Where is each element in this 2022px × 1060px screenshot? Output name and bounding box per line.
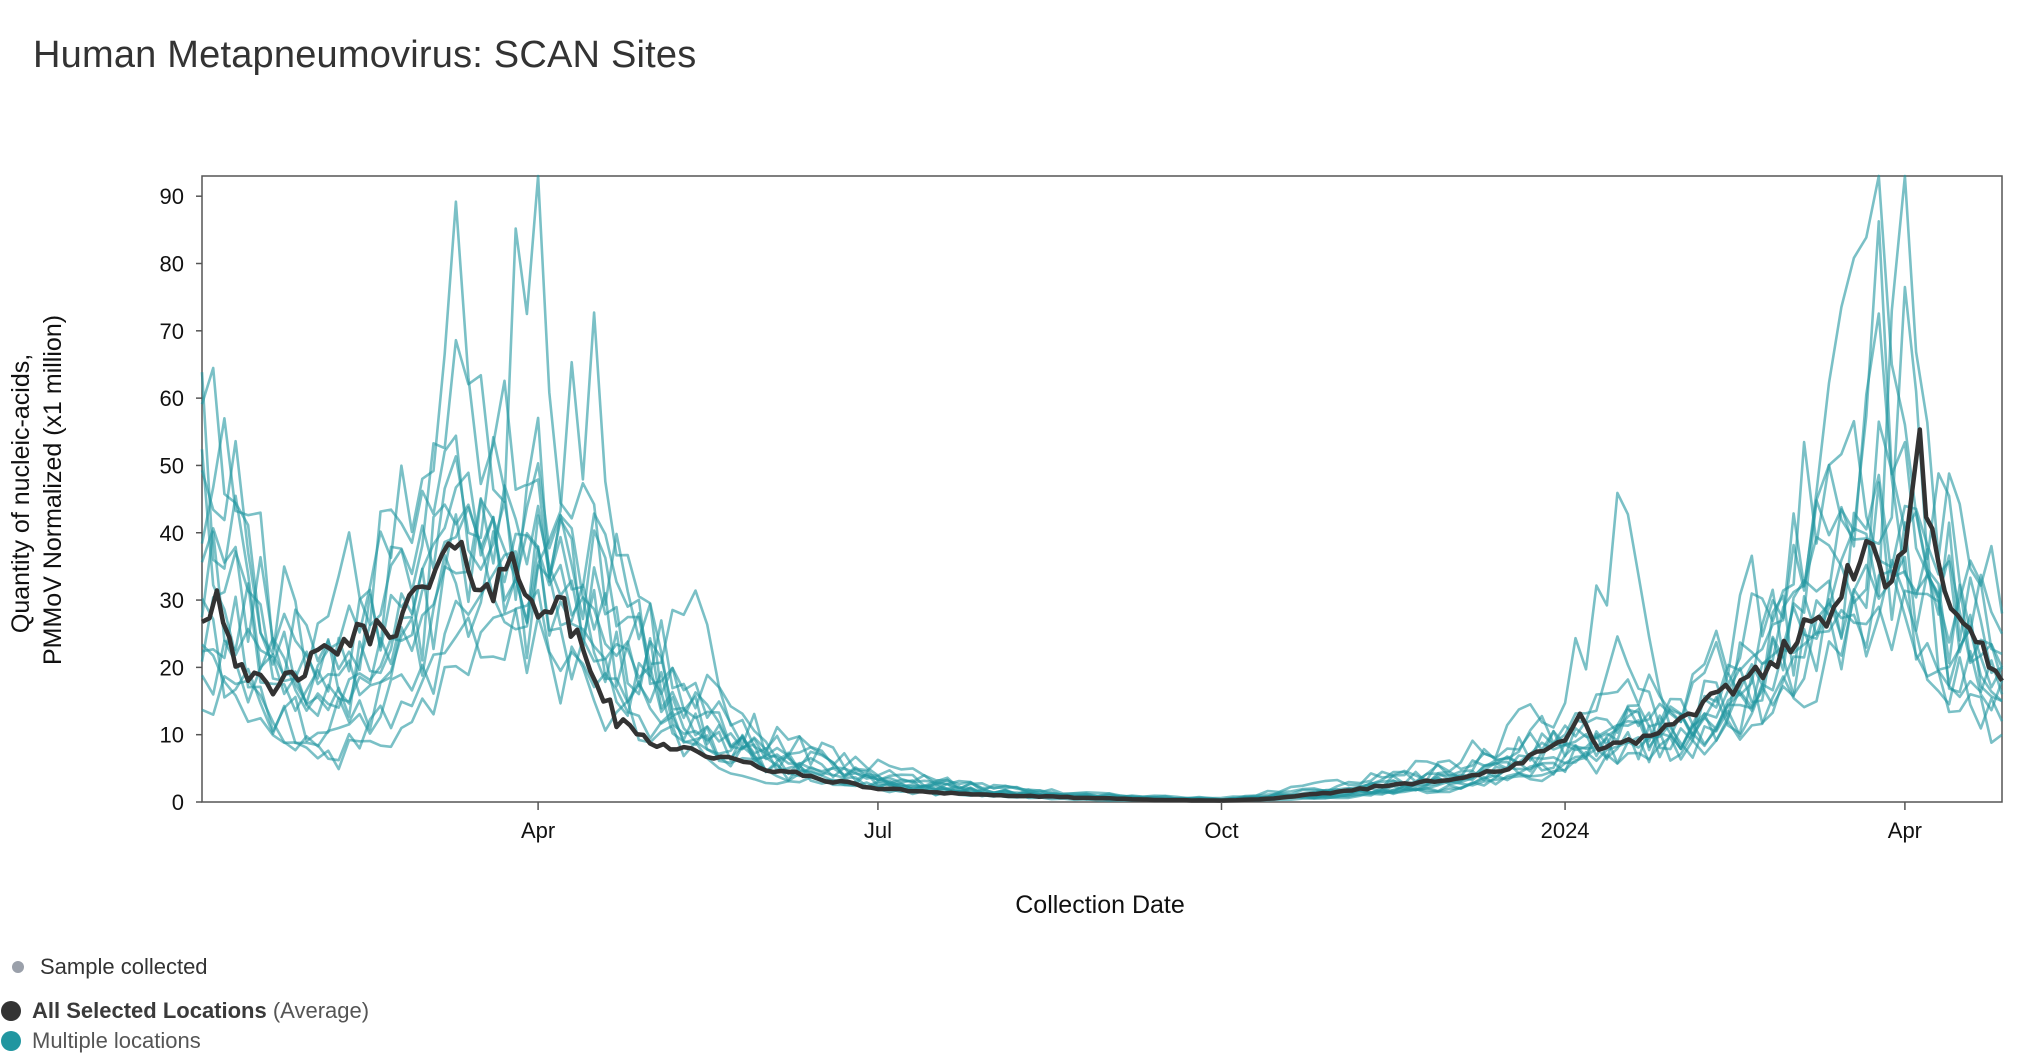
average-series-line[interactable] <box>201 427 2004 803</box>
y-axis-label: Quantity of nucleic-acids, PMMoV Normali… <box>7 315 67 665</box>
average-dot-icon <box>1 1001 21 1021</box>
multiple-dot-icon <box>1 1031 21 1051</box>
x-tick-label: Oct <box>1204 818 1238 843</box>
x-tick-label: Apr <box>521 818 555 843</box>
y-tick-label: 10 <box>160 723 184 748</box>
y-tick-label: 70 <box>160 319 184 344</box>
legend-average-suffix: (Average) <box>272 998 370 1023</box>
y-tick-label: 50 <box>160 453 184 478</box>
y-tick-label: 40 <box>160 521 184 546</box>
location-series-line[interactable] <box>200 473 2004 802</box>
y-tick-label: 90 <box>160 184 184 209</box>
y-tick-label: 0 <box>172 790 184 815</box>
location-series-line[interactable] <box>200 220 2003 801</box>
legend-average-label: All Selected Locations <box>32 998 267 1023</box>
chart-title: Human Metapneumovirus: SCAN Sites <box>33 34 697 76</box>
x-tick-label: Jul <box>864 818 892 843</box>
sample-dot-icon <box>12 961 24 973</box>
x-tick-label: Apr <box>1888 818 1922 843</box>
legend-sample-label: Sample collected <box>40 954 208 979</box>
legend-multiple[interactable]: Multiple locations <box>0 1028 201 1054</box>
location-series-line[interactable] <box>200 200 2004 800</box>
y-axis: 0 10 20 30 40 50 60 70 80 90 <box>160 184 202 815</box>
legend-sample: Sample collected <box>0 954 208 980</box>
locations-lines <box>200 174 2004 803</box>
y-axis-label-line-2: PMMoV Normalized (x1 million) <box>39 315 67 665</box>
y-tick-label: 80 <box>160 252 184 277</box>
x-tick-label: 2024 <box>1541 818 1590 843</box>
y-tick-label: 60 <box>160 386 184 411</box>
x-axis-label: Collection Date <box>1015 891 1185 919</box>
average-line <box>201 427 2004 803</box>
x-axis: Apr Jul Oct 2024 Apr <box>521 802 1922 843</box>
y-axis-label-line-1: Quantity of nucleic-acids, <box>7 354 35 633</box>
plot-frame <box>201 175 2003 803</box>
legend-multiple-label: Multiple locations <box>32 1028 201 1053</box>
y-tick-label: 30 <box>160 588 184 613</box>
legend-average[interactable]: All Selected Locations (Average) <box>0 998 369 1024</box>
y-tick-label: 20 <box>160 655 184 680</box>
